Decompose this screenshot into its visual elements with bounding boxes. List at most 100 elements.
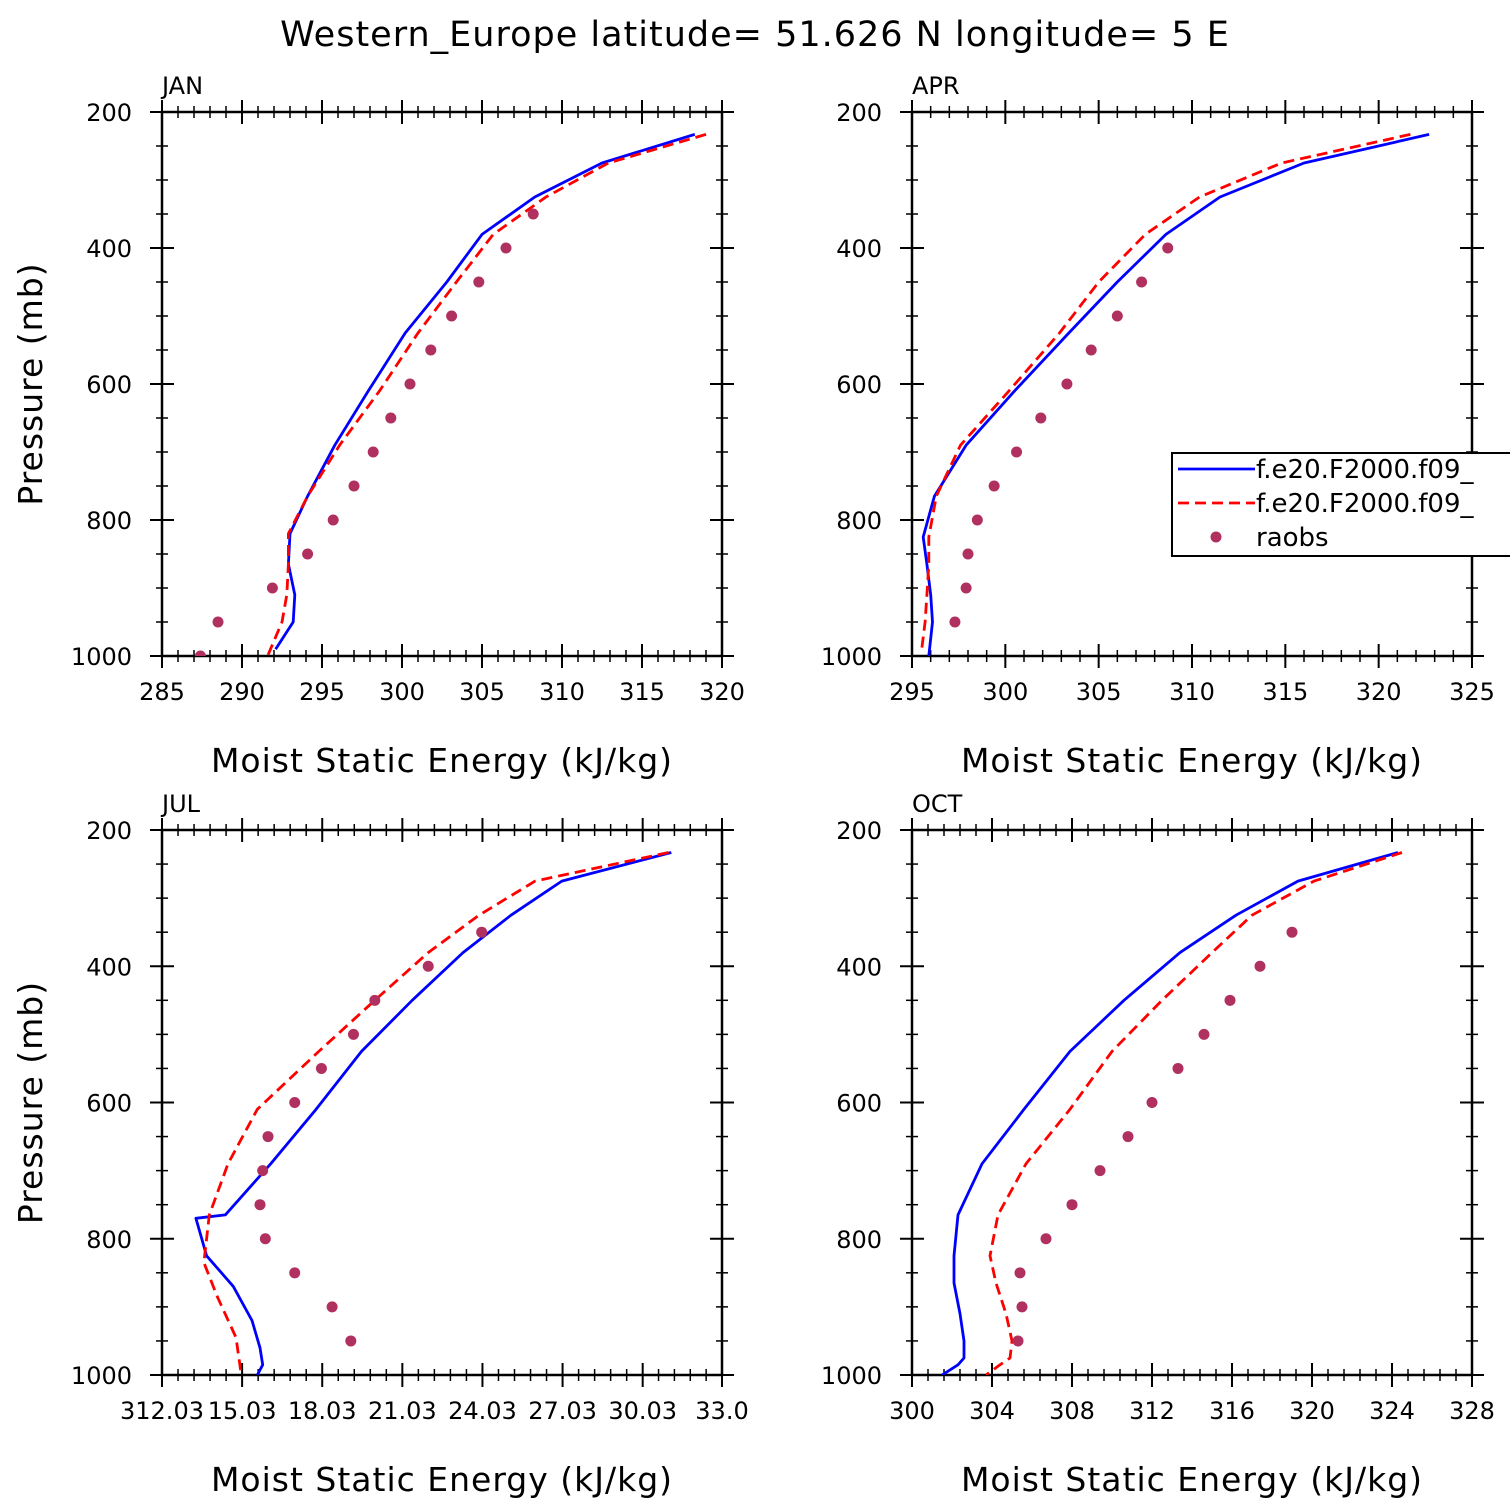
legend-label: f.e20.F2000.f09_	[1256, 489, 1474, 519]
panel-apr: APR 295 300 305 310 315 320 325 200 400 600 800 1000…	[821, 72, 1495, 780]
raobs-point	[194, 650, 206, 656]
raobs-point	[369, 994, 381, 1006]
x-tick-label: 285	[139, 678, 185, 706]
panel-label: JAN	[160, 72, 203, 100]
x-tick-label: 310	[1169, 678, 1215, 706]
raobs-point	[1085, 344, 1097, 356]
raobs-point	[404, 378, 416, 390]
raobs-point	[385, 412, 397, 424]
panel-jan: JAN 285 290 295 300 305 310 315 320 200 400 600 800 1…	[11, 72, 745, 780]
y-tick-label: 800	[836, 507, 882, 535]
raobs-point	[962, 548, 974, 560]
x-tick-label: 315	[1262, 678, 1308, 706]
series-line-red-dashed	[985, 851, 1403, 1375]
raobs-point	[302, 548, 314, 560]
raobs-point	[1012, 1335, 1024, 1347]
panel-jul: JUL 312.03 15.03 18.03 21.03 24.03 27.03 30.03 3…	[11, 790, 749, 1499]
raobs-point	[254, 1199, 266, 1211]
x-tick-label: 310	[539, 678, 585, 706]
y-tick-label: 200	[86, 817, 132, 845]
raobs-point	[1198, 1028, 1210, 1040]
y-tick-label: 600	[836, 1090, 882, 1118]
x-tick-label: 18.03	[288, 1397, 357, 1425]
plot-frame	[160, 828, 724, 1377]
raobs-point	[1136, 276, 1148, 288]
x-tick-label: 304	[969, 1397, 1015, 1425]
x-tick-label: 21.03	[368, 1397, 437, 1425]
series-group	[194, 851, 672, 1375]
y-tick-label: 800	[86, 1226, 132, 1254]
series-line-blue	[921, 133, 1430, 656]
raobs-point	[1172, 1062, 1184, 1074]
y-tick-label: 1000	[821, 643, 882, 671]
raobs-point	[473, 276, 485, 288]
raobs-point	[1122, 1131, 1134, 1143]
raobs-point	[1035, 412, 1047, 424]
y-tick-label: 1000	[71, 643, 132, 671]
raobs-point	[1111, 310, 1123, 322]
y-tick-label: 800	[836, 1226, 882, 1254]
raobs-point	[1011, 446, 1023, 458]
y-tick-label: 200	[86, 99, 132, 127]
raobs-point	[345, 1335, 357, 1347]
raobs-point	[476, 926, 488, 938]
raobs-point	[527, 208, 539, 220]
raobs-point	[367, 446, 379, 458]
series-line-blue	[941, 851, 1399, 1375]
y-axis-label: Pressure (mb)	[11, 981, 50, 1224]
x-tick-label: 312	[1129, 1397, 1175, 1425]
x-tick-label: 300	[889, 1397, 935, 1425]
raobs-point	[1094, 1165, 1106, 1177]
y-tick-label: 800	[86, 507, 132, 535]
x-tick-label: 24.03	[448, 1397, 517, 1425]
y-tick-label: 400	[836, 953, 882, 981]
x-tick-label: 15.03	[208, 1397, 277, 1425]
panels: JAN 285 290 295 300 305 310 315 320 200 400 600 800 1…	[11, 72, 1510, 1499]
raobs-point	[960, 582, 972, 594]
y-tick-label: 400	[86, 235, 132, 263]
raobs-point	[971, 514, 983, 526]
series-line-blue	[194, 851, 672, 1375]
y-tick-label: 400	[86, 953, 132, 981]
y-tick-label: 600	[86, 371, 132, 399]
raobs-point	[1061, 378, 1073, 390]
raobs-point	[988, 480, 1000, 492]
x-tick-label: 300	[982, 678, 1028, 706]
raobs-point	[1162, 242, 1174, 254]
x-tick-label: 312.03	[120, 1397, 204, 1425]
series-group	[919, 133, 1430, 656]
x-tick-label: 308	[1049, 1397, 1095, 1425]
raobs-point	[327, 514, 339, 526]
x-tick-label: 328	[1449, 1397, 1495, 1425]
raobs-point	[266, 582, 278, 594]
x-tick-label: 325	[1449, 678, 1495, 706]
plot-frame	[160, 110, 724, 658]
y-tick-label: 600	[836, 371, 882, 399]
panel-label: OCT	[912, 790, 963, 818]
raobs-point	[326, 1301, 338, 1313]
panel-label: APR	[912, 72, 960, 100]
raobs-point	[1146, 1097, 1158, 1108]
raobs-point	[315, 1062, 327, 1074]
raobs-point	[257, 1165, 269, 1177]
raobs-point	[425, 344, 437, 356]
y-tick-label: 200	[836, 99, 882, 127]
panel-oct: OCT 300 304 308 312 316 320 324 328 200 400 600 800 1…	[821, 790, 1495, 1499]
y-tick-label: 1000	[71, 1362, 132, 1390]
raobs-point	[1014, 1267, 1026, 1279]
raobs-point	[347, 1028, 359, 1040]
raobs-point	[262, 1131, 274, 1143]
x-tick-label: 305	[459, 678, 505, 706]
x-tick-label: 30.03	[608, 1397, 677, 1425]
raobs-point	[1254, 960, 1266, 972]
raobs-point	[1286, 926, 1298, 938]
x-tick-label: 305	[1076, 678, 1122, 706]
x-tick-label: 27.03	[528, 1397, 597, 1425]
raobs-point	[259, 1233, 271, 1245]
x-tick-label: 290	[219, 678, 265, 706]
series-group	[194, 133, 707, 656]
series-line-blue	[274, 133, 696, 650]
series-line-red-dashed	[919, 133, 1411, 653]
raobs-point	[949, 616, 961, 628]
legend-label: f.e20.F2000.f09_	[1256, 455, 1474, 485]
